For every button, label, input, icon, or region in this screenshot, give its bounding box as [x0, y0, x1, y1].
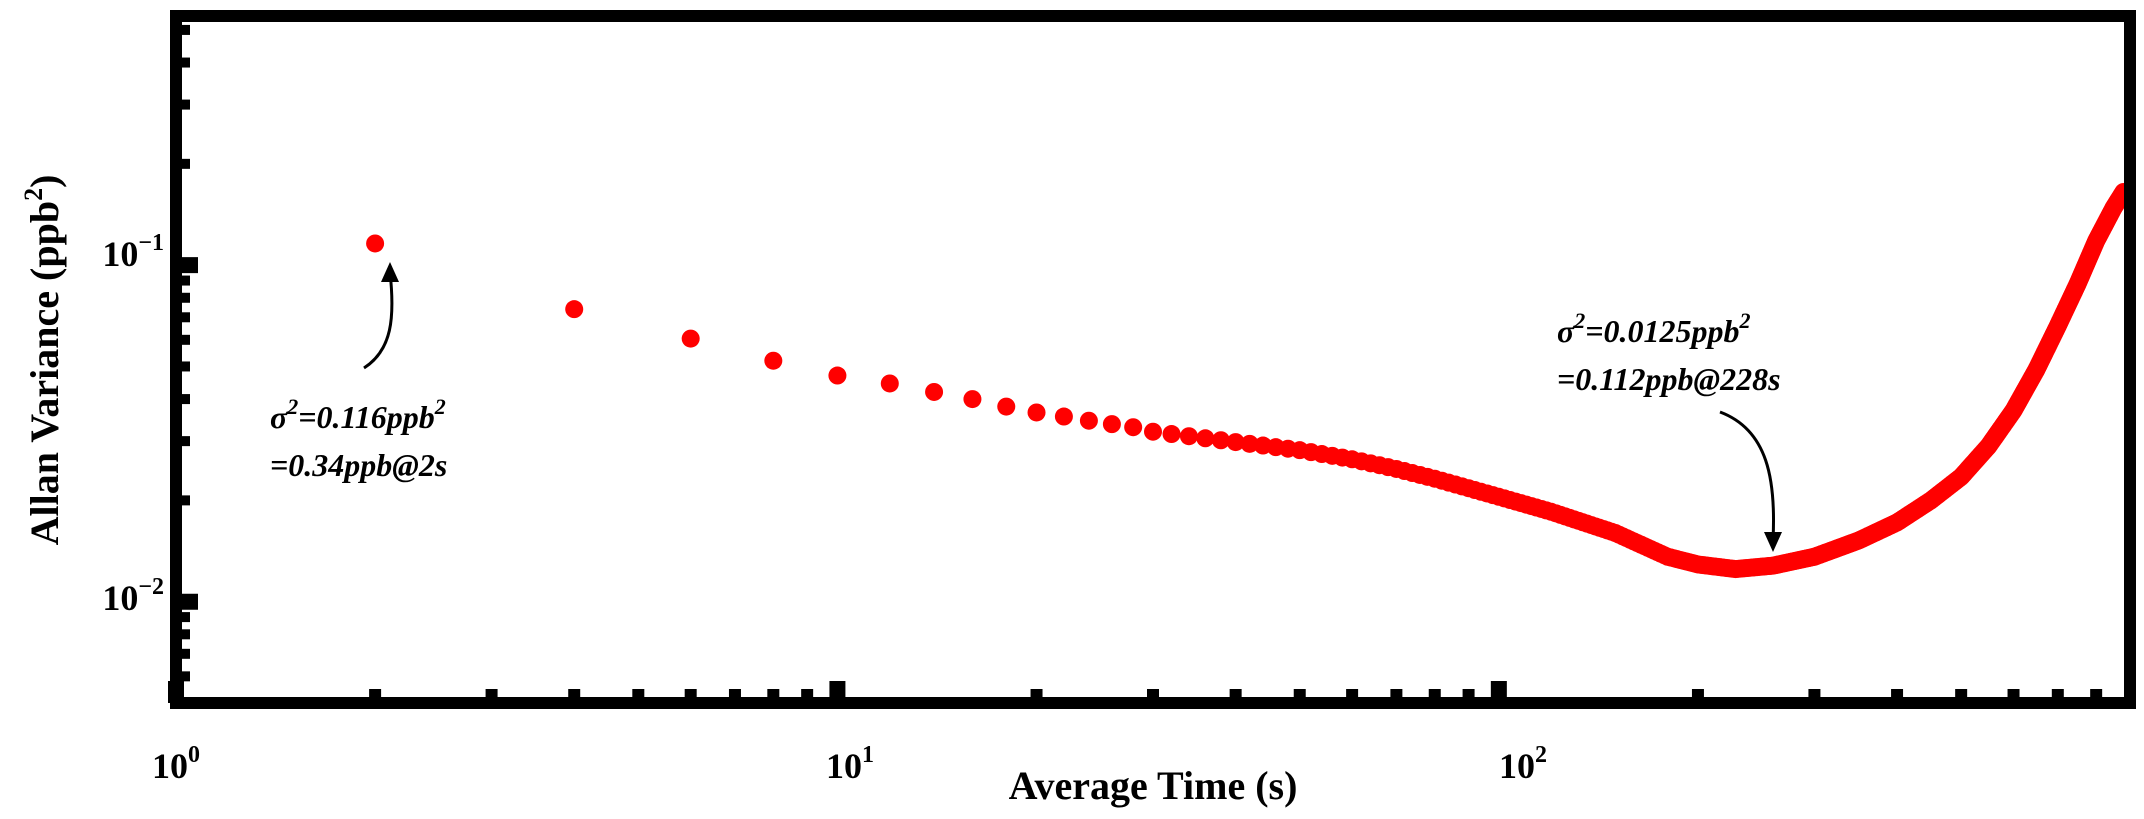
data-point-15 — [1162, 425, 1181, 444]
data-point-10 — [1054, 407, 1073, 426]
x-tick-label-0: 100 — [152, 742, 200, 786]
data-point-0 — [366, 234, 385, 253]
annotation-arrowhead-right — [1764, 532, 1782, 552]
data-point-11 — [1079, 411, 1098, 430]
data-point-16 — [1179, 427, 1198, 446]
annotation-arrow-left — [363, 271, 394, 370]
data-point-8 — [997, 397, 1016, 416]
data-point-6 — [925, 382, 944, 401]
data-point-3 — [764, 351, 783, 370]
data-point-12 — [1102, 415, 1121, 434]
x-tick-label-1: 101 — [826, 742, 874, 786]
x-tick-label-2: 102 — [1499, 742, 1547, 786]
axis-ticks — [168, 24, 2136, 708]
data-points — [366, 182, 2133, 579]
data-point-1 — [565, 300, 584, 319]
x-axis-title: Average Time (s) — [1009, 763, 1298, 808]
data-point-7 — [963, 390, 982, 409]
data-point-2 — [681, 329, 700, 348]
data-point-19 — [1226, 433, 1245, 452]
data-point-4 — [828, 366, 847, 385]
data-point-14 — [1144, 422, 1162, 441]
annotation-arrow-right — [1719, 410, 1775, 541]
annotation-right-line2: =0.112ppb@228s — [1557, 361, 1781, 397]
data-point-5 — [880, 374, 899, 393]
data-point-17 — [1196, 429, 1215, 448]
data-point-18 — [1211, 431, 1230, 450]
plot-frame — [170, 10, 2136, 709]
annotation-right-line1: σ2=0.0125ppb2 — [1557, 308, 1750, 349]
annotation-left-line2: =0.34ppb@2s — [270, 447, 447, 483]
annotation-left-line1: σ2=0.116ppb2 — [270, 394, 446, 435]
data-point-9 — [1027, 403, 1046, 422]
y-tick-label-0: 10−1 — [102, 230, 164, 274]
y-axis-title: Allan Variance (ppb2) — [19, 175, 67, 546]
y-tick-label-1: 10−2 — [102, 574, 164, 618]
data-point-13 — [1124, 418, 1143, 437]
annotation-arrowhead-left — [381, 262, 399, 282]
data-point-20 — [1240, 434, 1259, 453]
